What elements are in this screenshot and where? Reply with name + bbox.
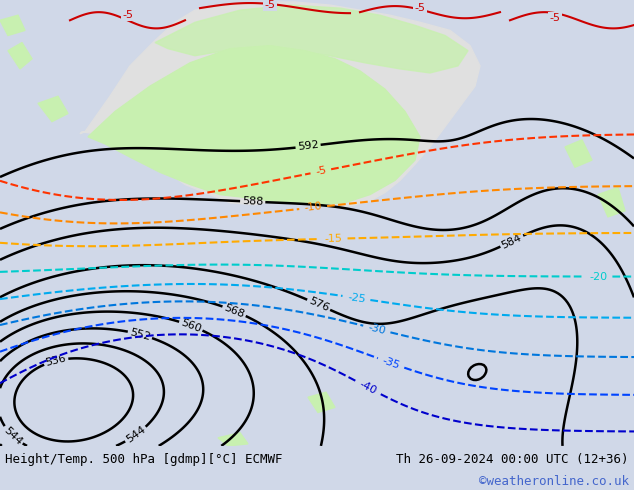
Text: -5: -5 [314,165,327,177]
Polygon shape [308,392,335,413]
Text: -10: -10 [304,201,323,214]
Text: Th 26-09-2024 00:00 UTC (12+36): Th 26-09-2024 00:00 UTC (12+36) [396,453,629,466]
Polygon shape [80,2,480,208]
Text: 552: 552 [129,327,152,342]
Polygon shape [88,46,420,205]
Text: 584: 584 [500,232,524,250]
Text: -25: -25 [347,292,366,304]
Polygon shape [8,43,32,69]
Text: -5: -5 [122,10,134,20]
Text: 588: 588 [242,196,264,207]
Text: 544: 544 [2,425,24,447]
Polygon shape [565,140,592,167]
Text: -5: -5 [264,0,276,10]
Text: -15: -15 [325,234,342,244]
Text: 592: 592 [297,140,319,152]
Polygon shape [218,433,248,446]
Text: -20: -20 [589,271,607,282]
Polygon shape [38,96,68,122]
Polygon shape [598,188,625,217]
Text: ©weatheronline.co.uk: ©weatheronline.co.uk [479,475,629,489]
Text: -40: -40 [358,379,378,396]
Text: -5: -5 [550,13,560,23]
Text: -30: -30 [367,322,387,336]
Text: 576: 576 [307,296,330,314]
Polygon shape [155,5,468,73]
Polygon shape [0,15,25,35]
Text: -5: -5 [415,3,425,13]
Text: 560: 560 [179,318,202,334]
Text: 568: 568 [223,302,246,319]
Text: 544: 544 [124,424,148,445]
Text: 536: 536 [44,353,67,368]
Text: Height/Temp. 500 hPa [gdmp][°C] ECMWF: Height/Temp. 500 hPa [gdmp][°C] ECMWF [5,453,283,466]
Text: -35: -35 [381,355,401,371]
